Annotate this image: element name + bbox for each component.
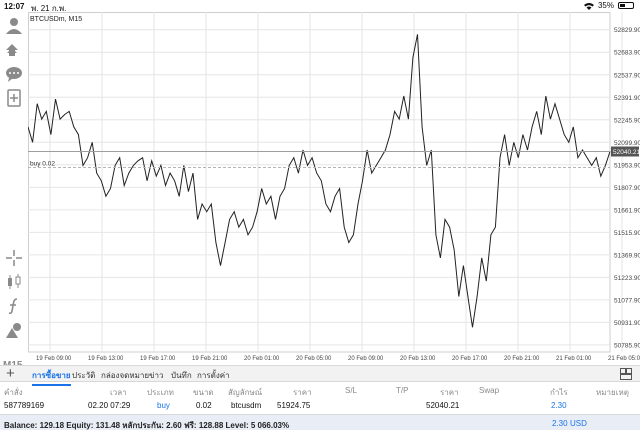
shapes-icon xyxy=(6,323,21,338)
y-tick-label: 52245.90 xyxy=(614,117,640,124)
y-tick-label: 52683.90 xyxy=(614,50,640,57)
col-type: ประเภท xyxy=(147,388,174,397)
order-line-group[interactable]: buy 0.02 52040.21 xyxy=(28,146,640,169)
bottom-tabs: + การซื้อขาย ประวัติ กล่องจดหมาย ข่าว บั… xyxy=(0,365,640,386)
x-tick-label: 21 Feb 05:00 xyxy=(608,356,640,362)
y-tick-label: 50931.90 xyxy=(614,320,640,327)
x-tick-label: 20 Feb 21:00 xyxy=(504,356,540,362)
tab-journal[interactable]: บันทึก xyxy=(171,371,192,380)
status-date: พ. 21 ก.พ. xyxy=(31,4,67,13)
x-tick-label: 19 Feb 17:00 xyxy=(140,356,176,362)
status-right: 35% xyxy=(583,1,634,10)
battery-percent: 35% xyxy=(597,1,614,10)
y-tick-label: 51807.90 xyxy=(614,185,640,192)
row-open-price: 51924.75 xyxy=(277,401,311,410)
y-tick-label: 51369.90 xyxy=(614,252,640,259)
tab-news[interactable]: ข่าว xyxy=(149,371,164,380)
chart-type-button[interactable] xyxy=(4,272,24,292)
candlestick-icon xyxy=(8,274,21,289)
col-open-price: ราคา xyxy=(293,388,312,397)
price-axis: 52829.90 52683.90 52537.90 52391.90 52245.90… xyxy=(36,27,640,362)
y-tick-label: 51661.90 xyxy=(614,207,640,214)
crosshair-icon xyxy=(6,250,22,266)
account-button[interactable] xyxy=(4,16,24,36)
chart-grid xyxy=(28,12,623,353)
add-icon[interactable]: + xyxy=(6,365,15,382)
status-bar: 12:07 พ. 21 ก.พ. 35% xyxy=(0,0,640,13)
balance-text: Balance: 129.18 Equity: 131.48 หลักประกั… xyxy=(4,421,290,430)
crosshair-button[interactable] xyxy=(4,248,24,268)
col-swap: Swap xyxy=(479,386,500,395)
status-time: 12:07 xyxy=(4,2,25,11)
chat-bubble-icon xyxy=(6,67,22,82)
x-tick-label: 21 Feb 01:00 xyxy=(556,356,592,362)
y-tick-label: 52391.90 xyxy=(614,95,640,102)
chat-button[interactable] xyxy=(4,64,24,84)
col-profit: กำไร xyxy=(550,388,568,397)
order-line-label: buy 0.02 xyxy=(30,161,55,168)
price-line xyxy=(28,34,611,328)
layout-icon[interactable] xyxy=(620,368,632,380)
price-chart[interactable]: buy 0.02 52040.21 52829.90 52683.90 52537.9… xyxy=(28,12,640,364)
col-comment: หมายเหตุ xyxy=(596,388,629,397)
x-tick-label: 20 Feb 05:00 xyxy=(296,356,332,362)
tab-settings[interactable]: การตั้งค่า xyxy=(197,371,230,380)
chart-canvas[interactable]: buy 0.02 52040.21 52829.90 52683.90 52537.9… xyxy=(28,12,640,364)
y-tick-label: 52829.90 xyxy=(614,27,640,34)
price-tag-label: 52040.21 xyxy=(613,149,640,156)
function-icon xyxy=(8,298,18,315)
person-icon xyxy=(6,18,22,34)
battery-icon xyxy=(618,2,634,9)
arrows-up-icon xyxy=(6,44,18,56)
y-tick-label: 50785.90 xyxy=(614,342,640,349)
x-tick-label: 19 Feb 09:00 xyxy=(36,356,72,362)
currency-label: USD xyxy=(570,419,587,428)
copy-trade-button[interactable] xyxy=(4,40,24,60)
y-tick-label: 51077.90 xyxy=(614,297,640,304)
y-tick-label: 52537.90 xyxy=(614,72,640,79)
new-order-button[interactable] xyxy=(4,88,24,108)
tab-trade[interactable]: การซื้อขาย xyxy=(32,369,71,386)
row-profit: 2.30 xyxy=(551,401,567,410)
x-tick-label: 20 Feb 09:00 xyxy=(348,356,384,362)
col-order: คำสั่ง xyxy=(4,388,23,397)
row-time: 02.20 07:29 xyxy=(88,401,131,410)
row-symbol: btcusdm xyxy=(231,401,262,410)
col-tp: T/P xyxy=(396,386,409,395)
row-order: 587789169 xyxy=(4,401,45,410)
col-sl: S/L xyxy=(345,386,358,395)
col-price: ราคา xyxy=(440,388,459,397)
tab-history[interactable]: ประวัติ xyxy=(72,371,96,380)
plot-frame xyxy=(28,12,611,353)
positions-header: คำสั่ง เวลา ประเภท ขนาด สัญลักษณ์ ราคา S… xyxy=(0,382,640,398)
y-tick-label: 52099.90 xyxy=(614,140,640,147)
y-tick-label: 51515.90 xyxy=(614,230,640,237)
account-summary: Balance: 129.18 Equity: 131.48 หลักประกั… xyxy=(0,414,640,430)
row-type: buy xyxy=(157,401,170,410)
tab-mailbox[interactable]: กล่องจดหมาย xyxy=(101,371,150,380)
row-price: 52040.21 xyxy=(426,401,460,410)
y-tick-label: 51953.90 xyxy=(614,162,640,169)
x-tick-label: 19 Feb 21:00 xyxy=(192,356,228,362)
row-volume: 0.02 xyxy=(196,401,212,410)
wifi-icon xyxy=(583,2,594,10)
left-toolbar: M15 xyxy=(0,14,28,371)
x-tick-label: 20 Feb 01:00 xyxy=(244,356,280,362)
x-tick-label: 19 Feb 13:00 xyxy=(88,356,124,362)
x-tick-label: 20 Feb 13:00 xyxy=(400,356,436,362)
price-series xyxy=(28,34,611,328)
total-profit: 2.30 xyxy=(552,419,568,428)
objects-button[interactable] xyxy=(4,320,24,340)
x-tick-label: 20 Feb 17:00 xyxy=(452,356,488,362)
col-symbol: สัญลักษณ์ xyxy=(228,388,263,397)
y-tick-label: 51223.90 xyxy=(614,275,640,282)
indicators-button[interactable] xyxy=(4,296,24,316)
chart-symbol-label: BTCUSDm, M15 xyxy=(30,16,82,23)
col-volume: ขนาด xyxy=(193,388,214,397)
col-time: เวลา xyxy=(110,388,127,397)
price-tag-bg xyxy=(611,146,639,157)
add-document-icon xyxy=(7,89,21,107)
table-row[interactable]: 587789169 02.20 07:29 buy 0.02 btcusdm 5… xyxy=(0,398,640,414)
